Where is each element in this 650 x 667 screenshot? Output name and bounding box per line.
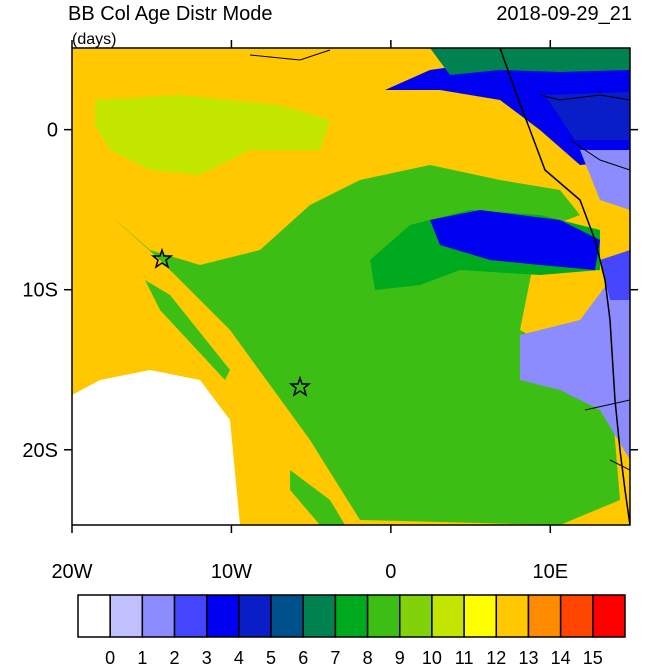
region bbox=[385, 55, 630, 165]
colorbar-box bbox=[431, 594, 465, 638]
colorbar-box bbox=[592, 594, 626, 638]
region bbox=[430, 48, 630, 75]
colorbar-box bbox=[270, 594, 304, 638]
colorbar-box bbox=[495, 594, 530, 638]
colorbar-label: 7 bbox=[330, 648, 340, 667]
y-tick-label: 20S bbox=[22, 440, 58, 462]
colorbar-box bbox=[205, 594, 240, 638]
x-tick-label: 10E bbox=[532, 561, 568, 583]
colorbar-label: 5 bbox=[266, 648, 276, 667]
title: BB Col Age Distr Mode bbox=[68, 3, 273, 25]
colorbar-box bbox=[366, 594, 401, 638]
x-tick-label: 0 bbox=[385, 561, 396, 583]
region bbox=[430, 210, 600, 270]
colorbar-box bbox=[173, 594, 208, 638]
region bbox=[580, 150, 630, 210]
region bbox=[600, 250, 630, 300]
region bbox=[72, 370, 240, 525]
colorbar-box bbox=[238, 594, 272, 638]
colorbar-box bbox=[77, 594, 111, 638]
colorbar-box bbox=[141, 594, 176, 638]
date: 2018-09-29_21 bbox=[496, 3, 632, 25]
site-marker bbox=[150, 247, 174, 269]
colorbar-box bbox=[302, 594, 337, 638]
colorbar-box bbox=[559, 594, 594, 638]
site-marker bbox=[288, 375, 312, 397]
colorbar-box bbox=[463, 594, 498, 638]
colorbar-label: 3 bbox=[202, 648, 212, 667]
border bbox=[249, 49, 630, 471]
x-tick-label: 20W bbox=[51, 561, 92, 583]
colorbar-label: 9 bbox=[395, 648, 405, 667]
colorbar-label: 12 bbox=[486, 648, 506, 667]
region bbox=[145, 280, 230, 380]
map-frame bbox=[71, 47, 631, 526]
colorbar-label: 1 bbox=[137, 648, 147, 667]
colorbar-box bbox=[527, 594, 562, 638]
coastline bbox=[499, 48, 630, 525]
map-field bbox=[72, 48, 630, 525]
colorbar-label: 2 bbox=[170, 648, 180, 667]
region bbox=[545, 92, 630, 140]
colorbar-label: 10 bbox=[422, 648, 442, 667]
region bbox=[95, 95, 330, 175]
subtitle: (days) bbox=[72, 31, 116, 48]
colorbar-label: 13 bbox=[518, 648, 538, 667]
colorbar-label: 15 bbox=[583, 648, 603, 667]
colorbar-box bbox=[109, 594, 144, 638]
region bbox=[290, 470, 345, 525]
x-tick-label: 10W bbox=[211, 561, 252, 583]
axes: 20W 10W 0 10E 0 10S 20S bbox=[22, 40, 638, 583]
colorbar-label: 6 bbox=[298, 648, 308, 667]
colorbar-label: 14 bbox=[551, 648, 571, 667]
colorbar-box bbox=[334, 594, 369, 638]
colorbar-box bbox=[399, 594, 433, 638]
y-tick-label: 10S bbox=[22, 280, 58, 302]
colorbar-label: 11 bbox=[455, 648, 474, 667]
region bbox=[520, 260, 630, 460]
colorbar-label: 0 bbox=[105, 648, 115, 667]
colorbar: 0 1 2 3 4 5 6 7 8 9 10 11 12 13 14 15 bbox=[77, 594, 626, 667]
y-tick-label: 0 bbox=[47, 120, 58, 142]
colorbar-label: 8 bbox=[363, 648, 373, 667]
colorbar-label: 4 bbox=[234, 648, 244, 667]
